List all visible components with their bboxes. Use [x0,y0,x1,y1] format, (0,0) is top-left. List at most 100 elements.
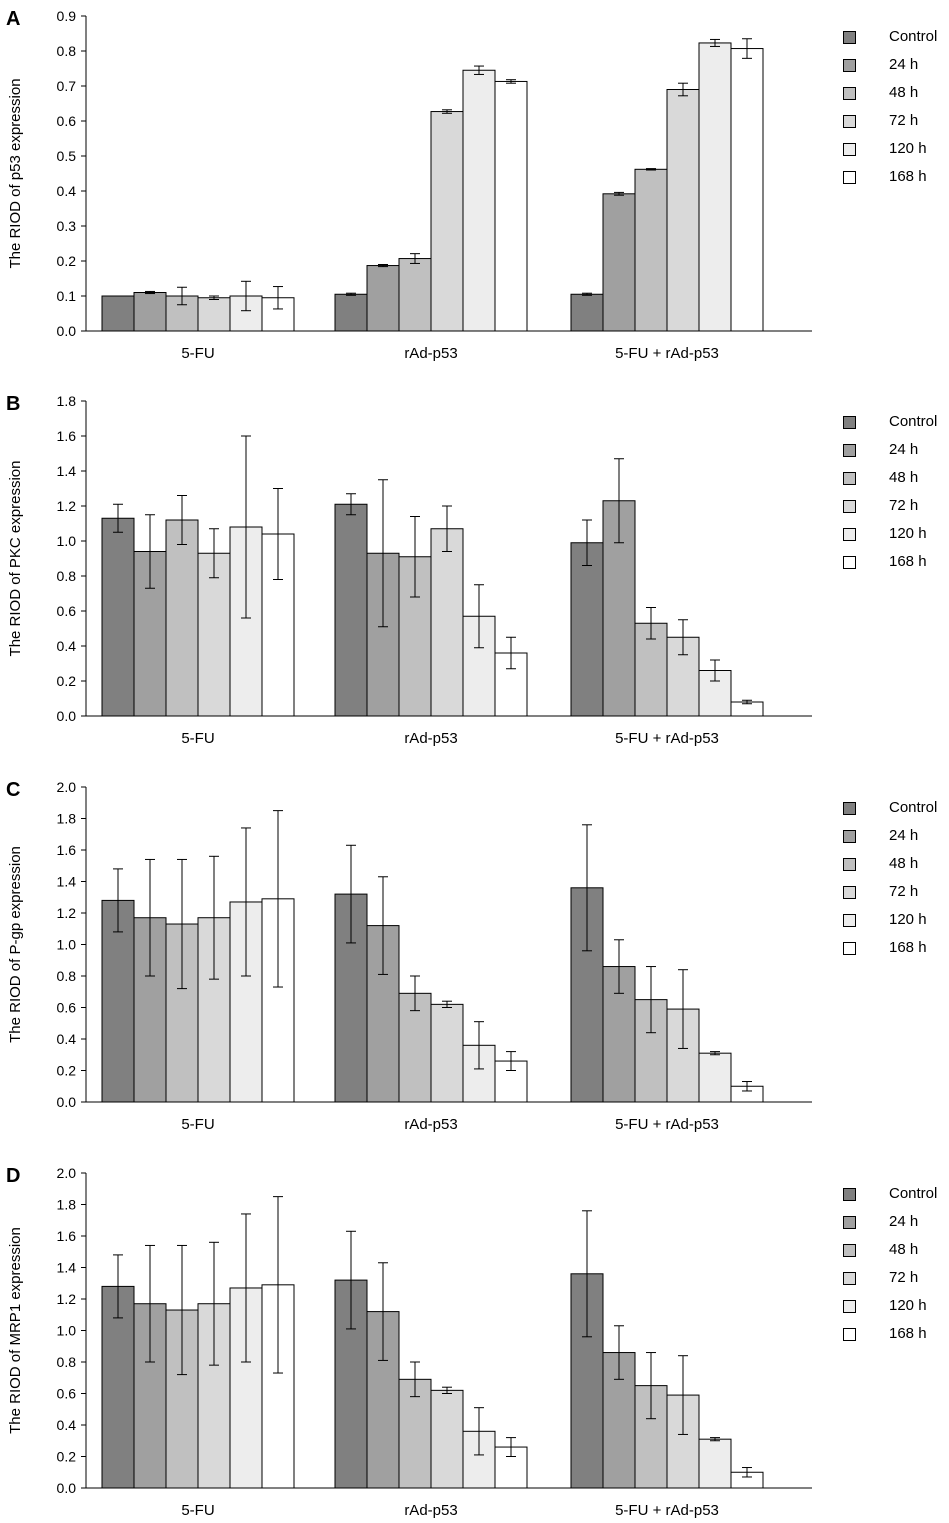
y-tick-label: 1.4 [57,463,77,479]
y-tick-label: 2.0 [57,1165,77,1181]
y-tick-label: 1.4 [57,874,77,890]
y-axis-label: The RIOD of MRP1 expression [7,1227,24,1434]
bar [334,503,368,717]
legend-label: Control [889,799,938,816]
y-tick-label: 0.2 [57,1063,77,1079]
y-tick-label: 0.4 [57,1031,77,1047]
legend-label: 120 h [889,525,927,542]
bar [165,519,199,717]
chart-panel-d: D 0.0 0.2 0.4 0.6 0.8 1.0 1.2 1.4 1.6 1.8 2.0 The R… [0,1157,949,1523]
y-tick-label: 0.7 [57,78,77,94]
legend-swatch [843,556,856,569]
legend-swatch [843,942,856,955]
legend-label: 72 h [889,1269,919,1286]
y-tick-label: 0.8 [57,1354,77,1370]
legend-swatch [843,1216,856,1229]
y-tick-label: 2.0 [57,779,77,795]
chart-panel-b: B 0.0 0.2 0.4 0.6 0.8 1.0 1.2 1.4 1.6 1.8 The RIOD… [0,385,949,765]
x-category-label: 5-FU + rAd-p53 [615,345,719,362]
panel-letter: C [6,779,21,801]
legend-swatch [843,1300,856,1313]
bar [462,69,496,332]
x-category-label: 5-FU [181,345,214,362]
y-tick-label: 1.0 [57,1323,77,1339]
legend-swatch [843,830,856,843]
chart-panel-a: A 0.0 0.1 0.2 0.3 0.4 0.5 0.6 0.7 0.8 0.9 The RIOD… [0,0,949,380]
bar [133,292,167,332]
x-category-label: rAd-p53 [404,730,457,747]
bar [698,1438,732,1489]
legend-label: 120 h [889,140,927,157]
y-tick-label: 1.0 [57,533,77,549]
legend-swatch [843,472,856,485]
bar [430,1003,464,1103]
legend-label: 24 h [889,827,919,844]
bar [602,193,636,332]
legend-swatch [843,500,856,513]
legend-label: 72 h [889,883,919,900]
legend-swatch [843,802,856,815]
bar-chart: 0.0 0.2 0.4 0.6 0.8 1.0 1.2 1.4 1.6 1.8 2.0 The RIO… [7,1165,812,1519]
y-tick-label: 0.8 [57,968,77,984]
legend-label: 24 h [889,56,919,73]
y-tick-label: 0.0 [57,708,77,724]
y-tick-label: 1.8 [57,393,77,409]
legend-swatch [843,416,856,429]
panel-letter: D [6,1165,21,1187]
y-tick-label: 1.2 [57,498,77,514]
y-tick-label: 0.2 [57,1449,77,1465]
chart-panel-c: C 0.0 0.2 0.4 0.6 0.8 1.0 1.2 1.4 1.6 1.8 2.0 The R… [0,771,949,1151]
y-tick-label: 0.0 [57,323,77,339]
legend-label: 168 h [889,168,927,185]
bar [570,293,604,332]
x-category-label: 5-FU [181,730,214,747]
y-tick-label: 0.6 [57,603,77,619]
bar [197,297,231,332]
bar [698,1052,732,1103]
legend-swatch [843,444,856,457]
legend-swatch [843,1244,856,1257]
legend-swatch [843,914,856,927]
panel-letter: A [6,8,21,30]
bar [730,48,764,332]
legend-swatch [843,87,856,100]
bar [398,258,432,332]
y-tick-label: 1.6 [57,428,77,444]
y-tick-label: 1.2 [57,905,77,921]
y-tick-label: 0.6 [57,113,77,129]
x-category-label: rAd-p53 [404,1502,457,1519]
legend-label: 48 h [889,469,919,486]
x-category-label: 5-FU [181,1116,214,1133]
legend-label: Control [889,1185,938,1202]
legend-label: Control [889,28,938,45]
y-axis-label: The RIOD of PKC expression [7,461,24,657]
y-tick-label: 0.1 [57,288,77,304]
legend-label: 72 h [889,497,919,514]
y-tick-label: 0.9 [57,8,77,24]
legend-label: 24 h [889,1213,919,1230]
y-tick-label: 0.8 [57,568,77,584]
y-tick-label: 1.0 [57,937,77,953]
legend-label: 72 h [889,112,919,129]
y-tick-label: 1.6 [57,842,77,858]
y-tick-label: 0.0 [57,1480,77,1496]
legend-swatch [843,59,856,72]
bar-chart: 0.0 0.1 0.2 0.3 0.4 0.5 0.6 0.7 0.8 0.9 The RIOD o… [7,8,812,362]
legend-swatch [843,171,856,184]
legend-swatch [843,528,856,541]
bar [430,528,464,717]
panel-letter: B [6,393,21,415]
bar [101,517,135,717]
legend-label: 168 h [889,553,927,570]
bar [666,89,700,332]
legend-label: 120 h [889,1297,927,1314]
x-category-label: 5-FU + rAd-p53 [615,730,719,747]
y-tick-label: 0.8 [57,43,77,59]
y-tick-label: 0.0 [57,1094,77,1110]
bar [634,168,668,332]
legend-swatch [843,31,856,44]
y-tick-label: 0.4 [57,183,77,199]
legend-label: 48 h [889,1241,919,1258]
legend-label: 48 h [889,84,919,101]
legend-label: 24 h [889,441,919,458]
